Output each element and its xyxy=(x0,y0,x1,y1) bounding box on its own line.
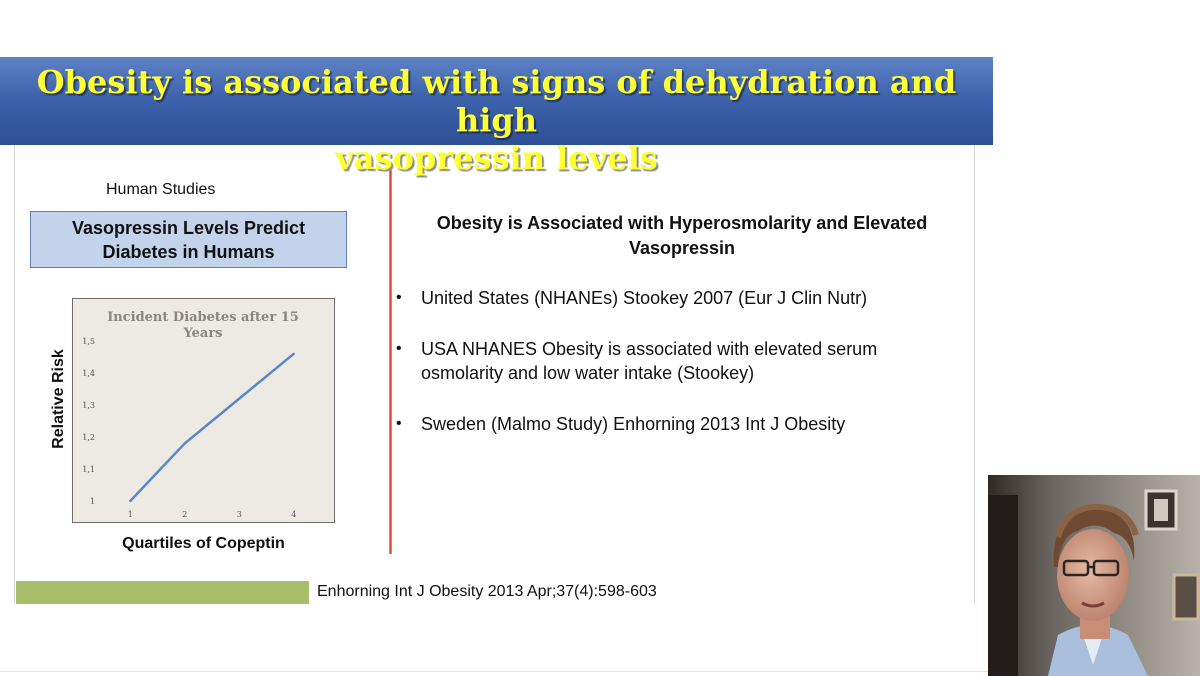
data-point xyxy=(129,499,132,503)
right-heading: Obesity is Associated with Hyperosmolari… xyxy=(392,211,972,261)
highlight-box: Vasopressin Levels Predict Diabetes in H… xyxy=(30,211,347,268)
x-tick-label: 1 xyxy=(128,510,133,519)
chart-title-line-1: Incident Diabetes after 15 xyxy=(107,310,299,325)
bullet-line: USA NHANES Obesity is associated with el… xyxy=(421,339,878,359)
citation: Enhorning Int J Obesity 2013 Apr;37(4):5… xyxy=(317,583,657,600)
y-tick-label: 1,4 xyxy=(82,369,95,378)
chart-svg: Incident Diabetes after 15 Years 1 1,1 1,2… xyxy=(82,310,299,519)
x-tick-label: 2 xyxy=(182,510,187,519)
presenter-video-feed xyxy=(988,475,1200,676)
bottom-divider xyxy=(0,671,988,672)
x-tick-label: 3 xyxy=(237,510,242,519)
y-tick-label: 1,1 xyxy=(82,465,95,474)
highlight-box-line-2: Diabetes in Humans xyxy=(102,242,275,262)
bullet-list: • United States (NHANEs) Stookey 2007 (E… xyxy=(396,286,976,463)
right-heading-line-1: Obesity is Associated with Hyperosmolari… xyxy=(436,213,928,233)
slide-title-line-1: Obesity is associated with signs of dehy… xyxy=(36,63,957,139)
bullet-dot: • xyxy=(396,340,402,357)
x-tick-label: 4 xyxy=(291,510,296,519)
data-point xyxy=(183,442,186,445)
data-point xyxy=(238,397,241,400)
footer-accent-bar xyxy=(16,581,309,604)
series-line xyxy=(129,352,295,502)
section-label: Human Studies xyxy=(106,181,216,198)
bullet-dot: • xyxy=(396,289,402,306)
content-frame xyxy=(14,145,975,604)
bullet-line: osmolarity and low water intake (Stookey… xyxy=(421,363,755,383)
slide-title: Obesity is associated with signs of dehy… xyxy=(0,57,993,177)
bullet-item: • USA NHANES Obesity is associated with … xyxy=(396,337,976,385)
highlight-box-line-1: Vasopressin Levels Predict xyxy=(71,218,306,238)
y-tick-label: 1,3 xyxy=(82,401,95,410)
column-divider xyxy=(389,170,392,554)
bullet-item: • Sweden (Malmo Study) Enhorning 2013 In… xyxy=(396,412,976,436)
y-axis-label: Relative Risk xyxy=(50,349,67,449)
y-tick-label: 1,2 xyxy=(82,433,95,442)
diabetes-chart: Incident Diabetes after 15 Years 1 1,1 1,2… xyxy=(72,298,335,523)
y-tick-label: 1,5 xyxy=(82,337,95,346)
bullet-line: Sweden (Malmo Study) Enhorning 2013 Int … xyxy=(421,414,846,434)
y-tick-label: 1 xyxy=(90,497,95,506)
chart-title-line-2: Years xyxy=(182,326,222,341)
bullet-line: United States (NHANEs) Stookey 2007 (Eur… xyxy=(421,288,868,308)
bullet-item: • United States (NHANEs) Stookey 2007 (E… xyxy=(396,286,976,310)
x-axis-label: Quartiles of Copeptin xyxy=(122,535,285,552)
right-heading-line-2: Vasopressin xyxy=(628,238,736,258)
bullet-dot: • xyxy=(396,415,402,432)
slide-title-line-2: vasopressin levels xyxy=(335,139,658,177)
presenter-video-tile[interactable] xyxy=(988,475,1200,676)
data-point xyxy=(292,352,295,355)
